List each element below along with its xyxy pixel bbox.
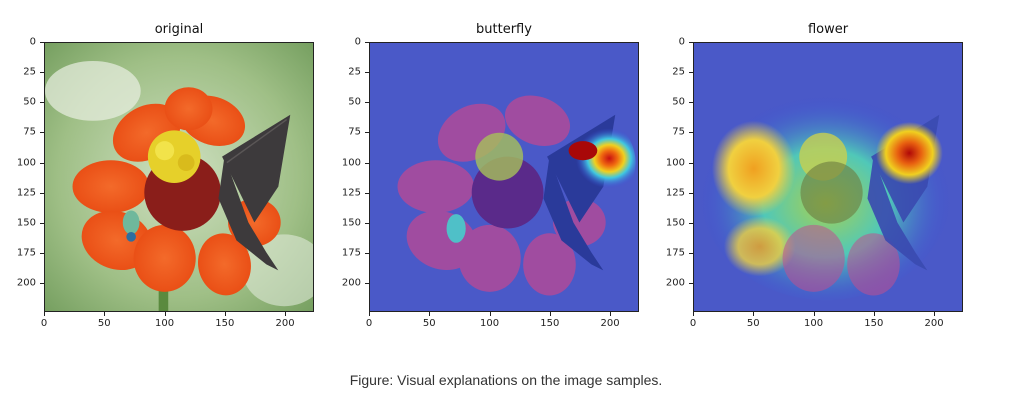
y-tick-label: 200 <box>16 277 36 289</box>
x-tick-mark <box>610 312 612 316</box>
y-tick-mark <box>40 162 44 164</box>
y-tick-label: 150 <box>16 217 36 229</box>
y-tick-mark <box>689 102 693 104</box>
y-tick-mark <box>365 102 369 104</box>
y-tick-label: 125 <box>665 187 685 199</box>
y-tick-mark <box>689 132 693 134</box>
y-tick-mark <box>365 252 369 254</box>
y-tick-label: 175 <box>16 247 36 259</box>
x-tick-label: 200 <box>924 318 944 329</box>
x-tick-label: 100 <box>479 318 500 329</box>
y-tick-label: 125 <box>341 187 361 199</box>
x-tick-label: 150 <box>864 318 884 329</box>
x-tick-mark <box>489 312 491 316</box>
y-tick-label: 50 <box>23 96 36 108</box>
y-tick-label: 0 <box>29 36 36 48</box>
y-tick-mark <box>689 222 693 224</box>
x-tick-label: 50 <box>422 318 436 329</box>
x-tick-mark <box>224 312 226 316</box>
y-tick-mark <box>689 162 693 164</box>
y-tick-mark <box>40 283 44 285</box>
x-tick-label: 200 <box>275 318 295 329</box>
x-tick-mark <box>44 312 45 316</box>
y-tick-mark <box>365 162 369 164</box>
x-tick-mark <box>369 312 370 316</box>
x-tick-mark <box>753 312 755 316</box>
image-original <box>44 42 314 312</box>
y-tick-label: 150 <box>665 217 685 229</box>
y-tick-mark <box>689 283 693 285</box>
y-tick-mark <box>365 72 369 74</box>
y-tick-label: 50 <box>672 96 685 108</box>
panel-title-butterfly: butterfly <box>476 22 532 37</box>
x-tick-label: 100 <box>154 318 175 329</box>
y-tick-mark <box>40 102 44 104</box>
x-tick-mark <box>549 312 551 316</box>
y-tick-label: 0 <box>678 36 685 48</box>
y-tick-label: 0 <box>354 36 361 48</box>
heatmap-butterfly <box>369 42 639 312</box>
x-tick-label: 200 <box>600 318 620 329</box>
x-tick-mark <box>164 312 166 316</box>
y-tick-mark <box>689 72 693 74</box>
y-tick-mark <box>40 72 44 74</box>
x-tick-label: 100 <box>803 318 824 329</box>
y-tick-mark <box>365 283 369 285</box>
y-tick-mark <box>40 252 44 254</box>
y-tick-mark <box>365 42 369 43</box>
y-tick-mark <box>40 192 44 194</box>
y-tick-label: 200 <box>341 277 361 289</box>
x-tick-label: 0 <box>365 318 373 329</box>
y-tick-label: 50 <box>348 96 361 108</box>
x-tick-label: 50 <box>746 318 760 329</box>
panel-title-flower: flower <box>807 22 849 37</box>
y-tick-label: 150 <box>341 217 361 229</box>
y-tick-label: 100 <box>16 157 36 169</box>
x-tick-label: 0 <box>40 318 48 329</box>
x-tick-label: 50 <box>97 318 111 329</box>
y-tick-label: 25 <box>672 66 685 78</box>
panel-flower: flower <box>649 0 969 340</box>
y-tick-label: 175 <box>341 247 361 259</box>
heatmap-flower <box>693 42 963 312</box>
figure-caption: Figure: Visual explanations on the image… <box>349 372 663 388</box>
y-tick-label: 75 <box>672 126 685 138</box>
y-tick-label: 125 <box>16 187 36 199</box>
x-tick-mark <box>104 312 106 316</box>
panel-butterfly: butterfly <box>325 0 645 340</box>
y-tick-mark <box>40 132 44 134</box>
y-tick-mark <box>40 222 44 224</box>
x-tick-mark <box>429 312 431 316</box>
y-tick-label: 25 <box>348 66 361 78</box>
x-tick-mark <box>934 312 936 316</box>
y-tick-label: 25 <box>23 66 36 78</box>
panel-title-original: original <box>154 22 204 37</box>
y-tick-mark <box>689 252 693 254</box>
x-tick-label: 150 <box>540 318 560 329</box>
x-tick-mark <box>693 312 694 316</box>
y-tick-mark <box>365 222 369 224</box>
y-tick-mark <box>40 42 44 43</box>
x-tick-mark <box>285 312 287 316</box>
x-tick-mark <box>813 312 815 316</box>
y-tick-label: 75 <box>23 126 36 138</box>
x-tick-label: 0 <box>689 318 697 329</box>
y-tick-mark <box>689 192 693 194</box>
x-tick-mark <box>873 312 875 316</box>
y-tick-mark <box>689 42 693 43</box>
y-tick-mark <box>365 132 369 134</box>
y-tick-label: 75 <box>348 126 361 138</box>
y-tick-label: 175 <box>665 247 685 259</box>
y-tick-label: 100 <box>665 157 685 169</box>
x-tick-label: 150 <box>215 318 235 329</box>
y-tick-label: 100 <box>341 157 361 169</box>
panel-original: original <box>0 0 320 340</box>
y-tick-mark <box>365 192 369 194</box>
y-tick-label: 200 <box>665 277 685 289</box>
